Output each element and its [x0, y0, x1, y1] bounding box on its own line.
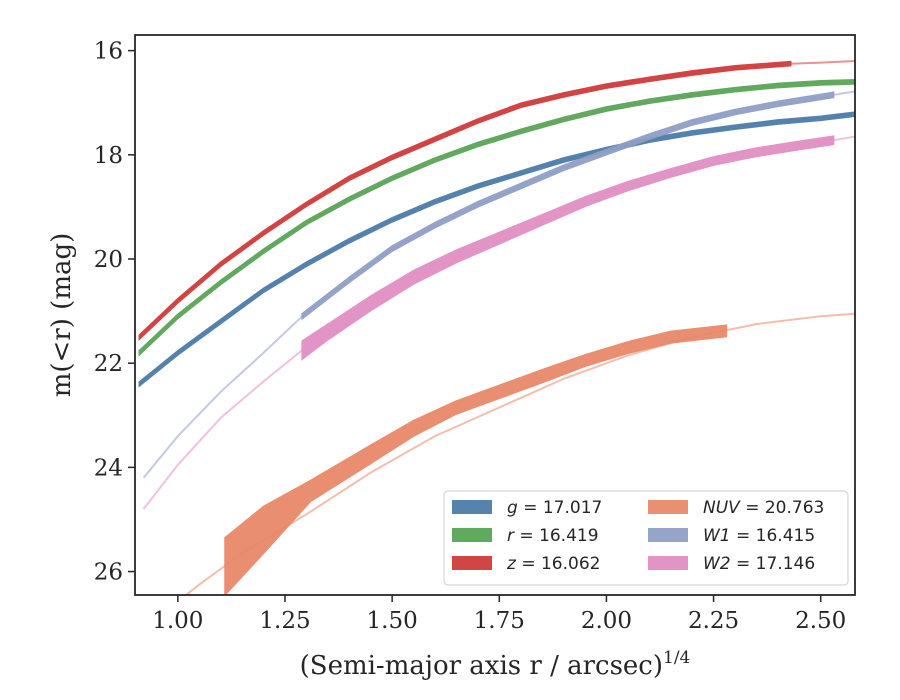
x-axis-title: (Semi-major axis r / arcsec)1/4 [300, 648, 691, 681]
z-extrapolated-line [790, 60, 855, 65]
x-tick-label: 1.00 [152, 608, 203, 634]
w2-extrapolated-line [142, 349, 303, 510]
z-profile-band [138, 60, 792, 341]
legend-label-r: r = 16.419 [507, 526, 599, 546]
w1-extrapolated-line-end [833, 90, 855, 96]
axes: 1.00 1.25 1.50 1.75 2.00 2.25 2.50 16 18 20 22 24 26 [94, 34, 856, 634]
y-tick-label: 16 [94, 39, 123, 65]
x-tick-label: 1.75 [474, 608, 525, 634]
y-tick-label: 22 [94, 351, 123, 377]
legend-swatch-w1 [648, 528, 688, 542]
x-tick-label: 2.50 [795, 608, 846, 634]
y-tick-label: 18 [94, 143, 123, 169]
legend-label-nuv: NUV = 20.763 [703, 498, 824, 518]
plot-area [138, 60, 855, 595]
x-tick-label: 2.00 [581, 608, 632, 634]
legend: g = 17.017 r = 16.419 z = 16.062 NUV = 20.7… [443, 490, 849, 586]
legend-swatch-nuv [648, 500, 688, 514]
w1-profile-band [301, 91, 835, 321]
legend-frame [443, 490, 849, 586]
legend-swatch-g [452, 500, 492, 514]
x-tick-label: 2.25 [688, 608, 739, 634]
w2-profile-band [301, 135, 835, 361]
plot-frame [134, 34, 856, 596]
legend-label-z: z = 16.062 [506, 554, 600, 574]
x-tick-label: 1.25 [259, 608, 310, 634]
legend-label-w1: W1 = 16.415 [703, 526, 815, 546]
y-axis-title: m(<r) (mag) [47, 233, 77, 398]
legend-label-w2: W2 = 17.146 [703, 554, 815, 574]
y-tick-label: 20 [94, 247, 123, 273]
nuv-profile-band [224, 324, 728, 595]
legend-swatch-z [452, 556, 492, 570]
y-tick-label: 24 [94, 455, 123, 481]
x-tick-label: 1.50 [367, 608, 418, 634]
w2-extrapolated-line-end [833, 135, 855, 142]
g-profile-band [138, 111, 855, 388]
legend-label-g: g = 17.017 [507, 498, 602, 518]
legend-swatch-w2 [648, 556, 688, 570]
legend-swatch-r [452, 528, 492, 542]
y-tick-label: 26 [94, 560, 123, 586]
w1-extrapolated-line [142, 315, 303, 479]
r-profile-band [138, 79, 855, 357]
